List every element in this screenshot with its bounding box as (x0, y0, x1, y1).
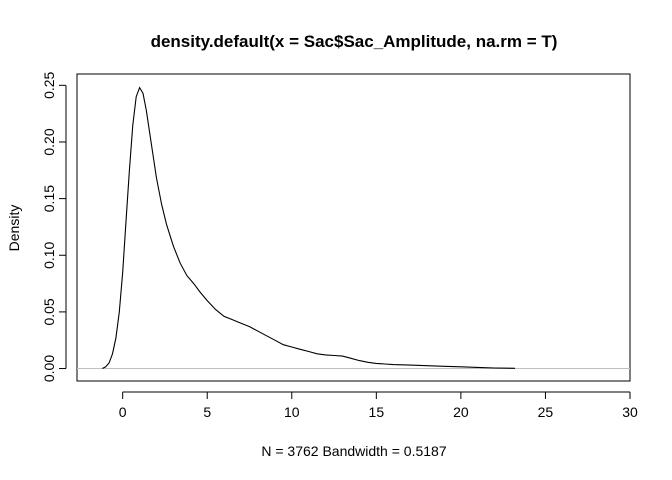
y-tick-label: 0.20 (41, 128, 57, 155)
x-tick-label: 5 (203, 404, 211, 420)
x-axis-label: N = 3762 Bandwidth = 0.5187 (261, 443, 446, 459)
x-tick-label: 0 (119, 404, 127, 420)
chart-title: density.default(x = Sac$Sac_Amplitude, n… (151, 32, 558, 51)
y-tick-label: 0.10 (41, 241, 57, 268)
x-tick-label: 30 (622, 404, 638, 420)
x-tick-label: 25 (538, 404, 554, 420)
y-axis-label: Density (6, 205, 22, 252)
plot-frame (76, 73, 631, 382)
x-tick-label: 15 (369, 404, 385, 420)
x-axis: 0 5 10 15 20 25 30 (119, 391, 638, 420)
x-tick-label: 20 (453, 404, 469, 420)
y-tick-label: 0.25 (41, 71, 57, 98)
y-axis: 0.00 0.05 0.10 0.15 0.20 0.25 (41, 71, 67, 382)
y-tick-label: 0.15 (41, 185, 57, 212)
x-tick-label: 10 (284, 404, 300, 420)
density-curve (102, 86, 516, 369)
y-tick-label: 0.00 (41, 355, 57, 382)
y-tick-label: 0.05 (41, 298, 57, 325)
